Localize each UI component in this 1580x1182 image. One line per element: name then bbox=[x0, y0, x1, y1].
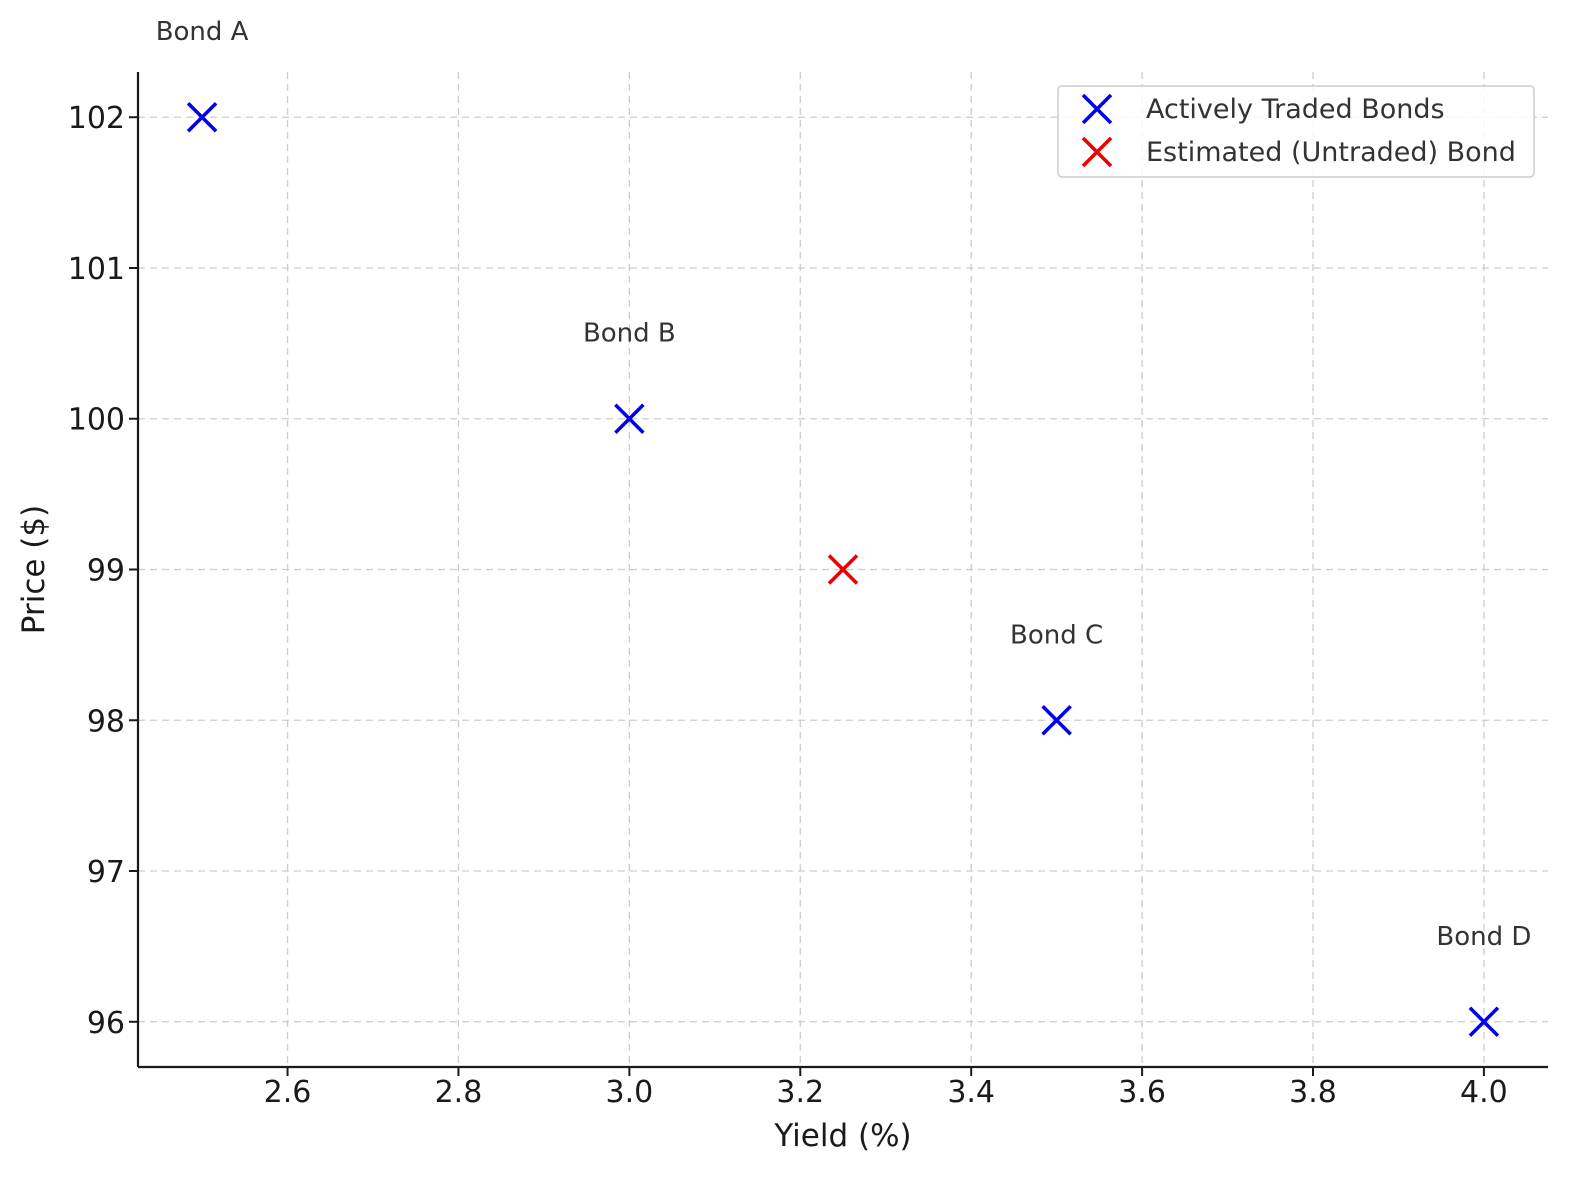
x-tick-label: 3.0 bbox=[606, 1075, 654, 1110]
x-tick-label: 4.0 bbox=[1460, 1075, 1508, 1110]
point-label: Bond D bbox=[1436, 922, 1531, 952]
x-axis-label: Yield (%) bbox=[773, 1118, 911, 1154]
y-tick-label: 101 bbox=[68, 252, 125, 287]
data-point-marker bbox=[614, 403, 645, 434]
data-point-marker bbox=[1468, 1006, 1500, 1038]
y-tick-label: 97 bbox=[87, 855, 125, 890]
y-axis-label: Price ($) bbox=[16, 505, 52, 634]
legend: Actively Traded Bonds Estimated (Untraded… bbox=[1057, 85, 1535, 178]
point-label: Bond B bbox=[583, 319, 676, 349]
legend-box bbox=[1057, 85, 1535, 178]
x-tick-label: 2.6 bbox=[264, 1075, 312, 1110]
x-tick-label: 2.8 bbox=[435, 1075, 483, 1110]
y-tick-label: 99 bbox=[87, 554, 125, 589]
axes bbox=[129, 72, 1548, 1076]
x-tick-label: 3.2 bbox=[776, 1075, 824, 1110]
y-tick-label: 98 bbox=[87, 704, 125, 739]
legend-marker bbox=[1081, 93, 1113, 125]
legend-label: Actively Traded Bonds bbox=[1146, 94, 1445, 125]
tick-labels: 2.6 2.8 3.0 3.2 3.4 3.6 3.8 4.0 96 97 98 99 100 101 10… bbox=[68, 101, 1508, 1110]
data-point-marker bbox=[827, 554, 859, 585]
y-tick-label: 102 bbox=[68, 101, 125, 136]
y-tick-label: 100 bbox=[68, 403, 125, 438]
grid-lines bbox=[138, 72, 1548, 1067]
legend-label: Estimated (Untraded) Bond bbox=[1146, 137, 1516, 168]
data-point-marker bbox=[1041, 705, 1072, 736]
x-tick-label: 3.4 bbox=[947, 1075, 995, 1110]
data-point-marker bbox=[186, 101, 218, 133]
y-tick-label: 96 bbox=[87, 1006, 125, 1041]
point-label: Bond C bbox=[1010, 620, 1103, 650]
data-points bbox=[186, 101, 1500, 1038]
point-label: Bond A bbox=[156, 17, 249, 47]
x-tick-label: 3.8 bbox=[1289, 1075, 1337, 1110]
legend-marker bbox=[1081, 136, 1113, 168]
x-tick-label: 3.6 bbox=[1118, 1075, 1166, 1110]
point-labels: Bond A Bond B Bond C Bond D bbox=[156, 17, 1532, 952]
